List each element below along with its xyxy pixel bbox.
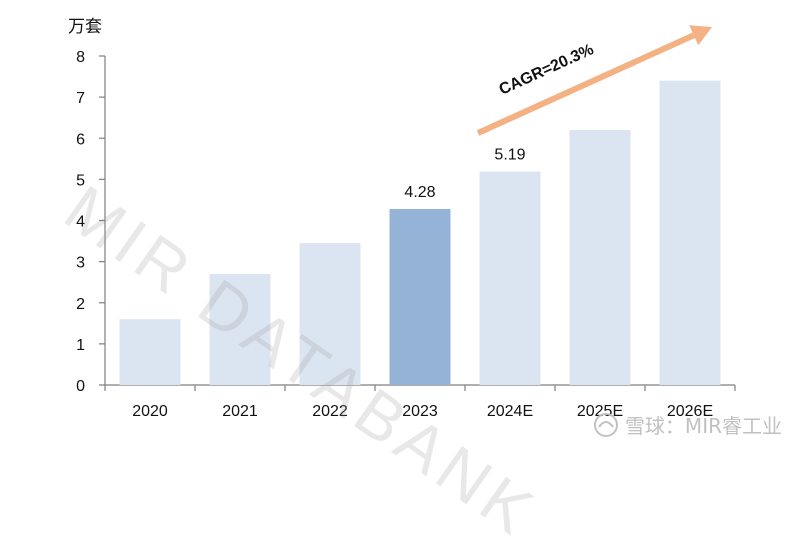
y-tick-label: 3	[76, 255, 85, 272]
y-tick-label: 2	[76, 296, 85, 313]
bar-2026E	[659, 80, 721, 386]
footer-watermark-text: 雪球：MIR睿工业	[624, 414, 782, 438]
x-tick-label: 2020	[132, 403, 168, 420]
bar-2022	[299, 243, 361, 385]
x-tick-label: 2022	[312, 403, 348, 420]
y-unit-label: 万套	[68, 17, 102, 36]
footer-watermark: 雪球：MIR睿工业	[593, 410, 782, 439]
data-label: 4.28	[404, 184, 435, 201]
data-label: 5.19	[494, 147, 525, 164]
x-tick-label: 2023	[402, 403, 438, 420]
cagr-arrow-line	[476, 32, 696, 136]
bar-2025E	[569, 130, 631, 385]
y-tick-label: 1	[76, 337, 85, 354]
y-tick-label: 8	[76, 49, 85, 66]
cagr-arrow-head	[689, 25, 712, 46]
y-tick-label: 0	[76, 378, 85, 395]
x-tick-label: 2024E	[487, 403, 533, 420]
bar-2021	[209, 273, 271, 385]
y-tick-label: 5	[76, 172, 85, 189]
bar-2020	[119, 319, 181, 385]
x-tick-label: 2026E	[667, 403, 713, 420]
cagr-label: CAGR=20.3%	[497, 41, 597, 99]
y-tick-label: 6	[76, 131, 85, 148]
bars	[119, 80, 721, 386]
data-labels: 4.28 5.19	[404, 147, 525, 201]
y-tick-label: 4	[76, 214, 85, 231]
y-tick-label: 7	[76, 90, 85, 107]
snowball-logo-icon	[593, 412, 618, 437]
bar-2023	[389, 208, 451, 385]
y-axis: 0 1 2 3 4 5 6 7 8	[76, 49, 106, 395]
bar-2024E	[479, 171, 541, 385]
x-tick-label: 2021	[222, 403, 258, 420]
